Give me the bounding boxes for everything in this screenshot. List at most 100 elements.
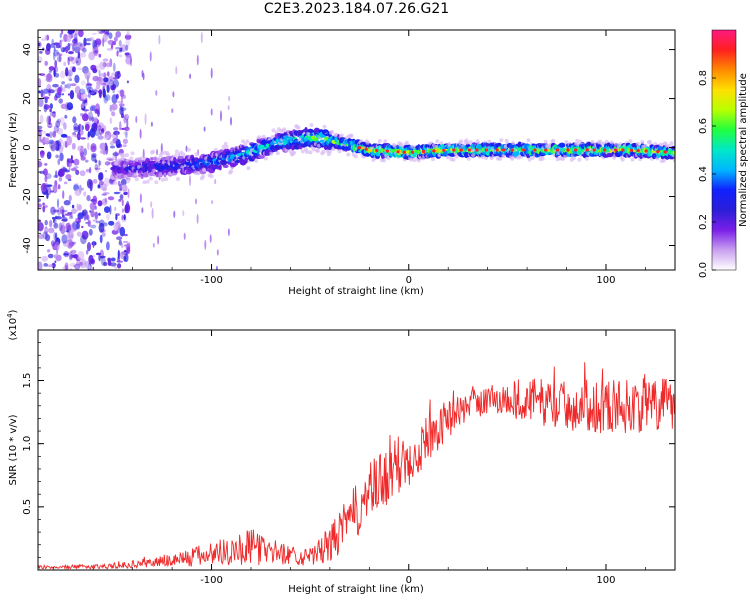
noise-blob [87, 142, 90, 151]
noise-blob [74, 74, 80, 84]
noise-blob [121, 107, 125, 116]
noise-blob [50, 240, 56, 247]
ridge-peak [432, 149, 436, 153]
snr-y-scale-label: (x104) [6, 309, 19, 340]
ridge-cell [158, 172, 163, 178]
noise-blob [110, 43, 114, 50]
noise-blob [98, 212, 101, 216]
noise-blob [125, 38, 131, 47]
noise-blob [38, 131, 43, 137]
noise-blob [121, 199, 124, 207]
noise-blob [38, 160, 43, 168]
noise-blob [98, 53, 102, 58]
noise-blob [114, 206, 117, 212]
noise-blob [74, 85, 81, 95]
noise-blob [86, 242, 92, 252]
noise-blob [122, 144, 127, 148]
noise-blob [77, 51, 81, 59]
noise-blob [58, 138, 63, 145]
y-tick-label: 0.5 [22, 499, 33, 515]
noise-blob [68, 51, 74, 55]
noise-blob [200, 31, 203, 44]
noise-blob [71, 132, 76, 138]
ridge-halo [435, 139, 440, 144]
ridge-halo [177, 168, 182, 173]
noise-blob [196, 54, 199, 66]
noise-blob [87, 131, 91, 138]
noise-blob [99, 149, 107, 154]
noise-blob [80, 151, 84, 158]
ridge-halo [468, 140, 473, 145]
ridge-halo [209, 174, 214, 179]
noise-blob [40, 153, 45, 159]
ridge-peak [585, 148, 589, 152]
ridge-halo [164, 177, 169, 182]
ridge-halo [154, 180, 159, 185]
noise-blob [149, 51, 152, 62]
noise-blob [59, 32, 62, 39]
noise-blob [38, 198, 41, 203]
noise-blob [92, 195, 98, 205]
noise-blob [60, 209, 66, 214]
noise-blob [81, 225, 84, 229]
ridge-halo [504, 138, 509, 143]
noise-blob [70, 56, 77, 65]
noise-blob [113, 223, 119, 232]
noise-blob [50, 190, 54, 193]
noise-blob [56, 127, 64, 135]
ridge-halo [160, 177, 165, 182]
ridge-halo [669, 141, 674, 146]
noise-blob [156, 148, 158, 156]
x-tick-label: -100 [200, 575, 223, 586]
noise-blob [125, 44, 129, 51]
noise-blob [57, 198, 59, 208]
noise-blob [102, 187, 107, 192]
noise-blob [53, 125, 60, 133]
noise-blob [101, 193, 108, 196]
noise-blob [68, 251, 73, 261]
spectrogram-panel: -40 -20 0 20 40 -100 0 100 Height of straight … [8, 29, 676, 297]
noise-blob [216, 249, 219, 256]
noise-blob [52, 83, 59, 88]
noise-blob [104, 169, 108, 173]
ridge-peak [592, 148, 596, 152]
ridge-peak [410, 150, 415, 154]
noise-blob [100, 72, 107, 78]
noise-blob [59, 116, 65, 126]
noise-blob [103, 142, 106, 153]
noise-blob [57, 158, 61, 165]
noise-blob [87, 219, 91, 227]
noise-blob [61, 165, 66, 170]
noise-blob [118, 73, 122, 78]
spectrogram-x-axis: -100 0 100 [53, 30, 646, 286]
noise-blob [39, 73, 46, 76]
noise-blob [97, 135, 104, 140]
noise-blob [51, 38, 54, 45]
noise-blob [65, 222, 71, 231]
noise-blob [74, 134, 82, 138]
noise-blob [204, 239, 207, 250]
noise-blob [118, 198, 122, 202]
snr-series-line [38, 362, 675, 570]
ridge-halo [148, 176, 153, 181]
ridge-halo [540, 156, 545, 161]
ridge-cell [515, 151, 520, 156]
noise-blob [85, 123, 90, 132]
noise-blob [211, 200, 214, 205]
noise-blob [79, 43, 86, 51]
noise-blob [86, 214, 90, 221]
spectrogram-area [38, 30, 675, 270]
noise-blob [65, 45, 69, 54]
noise-blob [67, 230, 74, 241]
noise-blob [65, 174, 72, 180]
noise-blob [65, 230, 69, 233]
noise-blob [89, 106, 94, 112]
noise-blob [46, 151, 52, 160]
noise-blob [130, 55, 132, 67]
noise-blob [91, 104, 94, 111]
snr-frame [37, 329, 676, 571]
ridge-halo [166, 152, 171, 157]
noise-blob [111, 111, 116, 117]
noise-blob [102, 37, 105, 47]
noise-blob [54, 260, 57, 264]
